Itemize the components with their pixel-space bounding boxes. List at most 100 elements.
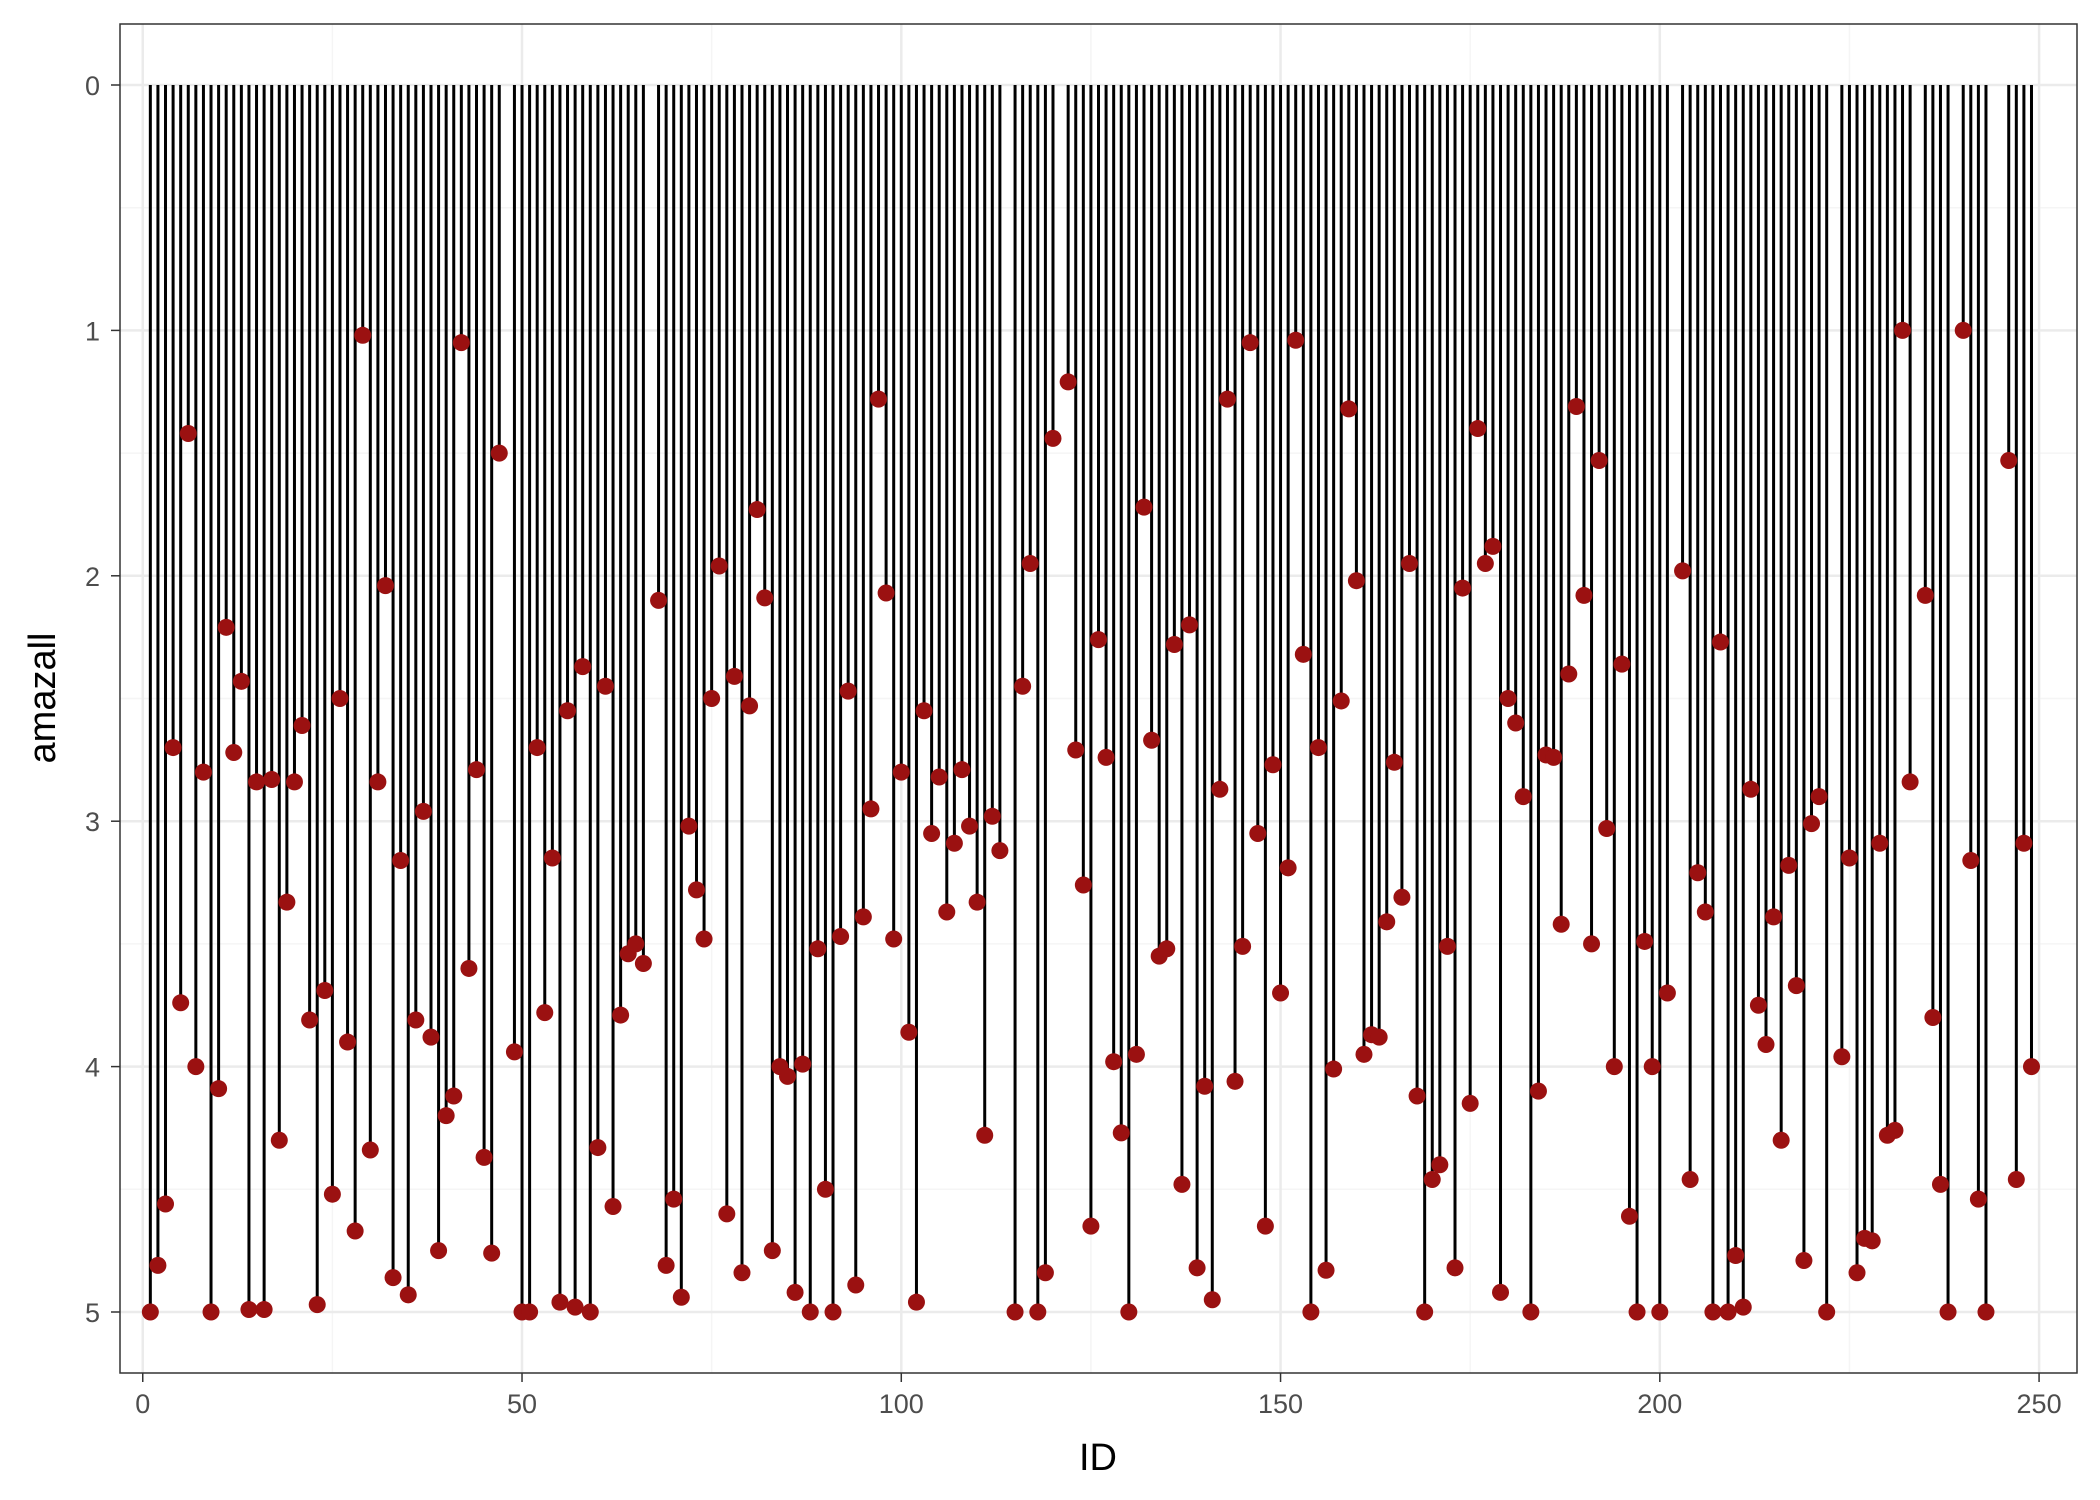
data-point [1014, 677, 1032, 695]
data-point [672, 1288, 690, 1306]
data-point [1347, 572, 1365, 590]
data-point [968, 893, 986, 911]
data-point [1249, 824, 1267, 842]
data-point [1158, 940, 1176, 958]
data-point [801, 1303, 819, 1321]
data-point [574, 658, 592, 676]
data-point [422, 1028, 440, 1046]
data-point [1962, 851, 1980, 869]
data-point [923, 824, 941, 842]
data-point [551, 1293, 569, 1311]
data-point [369, 773, 387, 791]
points [141, 321, 2040, 1321]
data-point [824, 1303, 842, 1321]
data-point [2022, 1058, 2040, 1076]
data-point [725, 667, 743, 685]
data-point [839, 682, 857, 700]
y-tick-label: 3 [85, 807, 100, 837]
data-point [665, 1190, 683, 1208]
data-point [1484, 537, 1502, 555]
data-point [596, 677, 614, 695]
data-point [1370, 1028, 1388, 1046]
data-point [604, 1197, 622, 1215]
data-point [687, 881, 705, 899]
data-point [164, 739, 182, 757]
data-point [1400, 555, 1418, 573]
data-point [1218, 390, 1236, 408]
data-point [1393, 888, 1411, 906]
data-point [1772, 1131, 1790, 1149]
data-point [263, 770, 281, 788]
data-point [1711, 633, 1729, 651]
data-point [1787, 977, 1805, 995]
data-point [1810, 788, 1828, 806]
y-tick-label: 1 [85, 316, 100, 346]
data-point [1431, 1156, 1449, 1174]
data-point [316, 982, 334, 1000]
data-point [1006, 1303, 1024, 1321]
data-point [331, 690, 349, 707]
data-point [217, 618, 235, 636]
data-point [1256, 1217, 1274, 1235]
data-point [1674, 562, 1692, 580]
data-point [900, 1023, 918, 1041]
data-point [1719, 1303, 1737, 1321]
data-point [1780, 856, 1798, 874]
data-point [1469, 420, 1487, 438]
data-point [293, 716, 311, 734]
data-point [1886, 1121, 1904, 1139]
data-point [194, 763, 212, 781]
data-point [741, 697, 759, 715]
data-point [885, 930, 903, 948]
data-point [1332, 692, 1350, 710]
data-point [961, 817, 979, 835]
data-point [384, 1269, 402, 1287]
data-point [1651, 1303, 1669, 1321]
data-point [1385, 753, 1403, 771]
data-point [1067, 741, 1085, 759]
y-tick-label: 0 [85, 71, 100, 101]
data-point [149, 1256, 167, 1274]
data-point [437, 1107, 455, 1125]
data-point [1605, 1058, 1623, 1076]
data-point [1476, 555, 1494, 573]
panel-border [119, 23, 2078, 1374]
data-point [2000, 451, 2018, 469]
data-point [301, 1011, 319, 1029]
y-tick-label: 2 [85, 562, 100, 592]
data-point [695, 930, 713, 948]
data-point [1681, 1170, 1699, 1188]
data-point [528, 739, 546, 757]
data-point [1317, 1261, 1335, 1279]
data-point [1749, 996, 1767, 1014]
data-point [1969, 1190, 1987, 1208]
data-point [1499, 690, 1517, 707]
data-point [650, 591, 668, 609]
data-point [232, 672, 250, 690]
data-point [1416, 1303, 1434, 1321]
data-point [1036, 1264, 1054, 1282]
stems [148, 85, 2033, 1312]
data-point [460, 959, 478, 977]
data-point [832, 928, 850, 946]
data-point [210, 1080, 228, 1098]
data-point [1567, 397, 1585, 415]
data-point [1165, 636, 1183, 654]
data-point [202, 1303, 220, 1321]
data-point [1954, 321, 1972, 339]
data-point [634, 955, 652, 973]
data-point [710, 557, 728, 575]
data-point [1507, 714, 1525, 732]
data-point [1272, 984, 1290, 1002]
data-point [1226, 1072, 1244, 1090]
data-point [1545, 748, 1563, 766]
x-tick-label: 150 [1258, 1389, 1303, 1419]
data-point [1833, 1048, 1851, 1066]
data-point [1127, 1045, 1145, 1063]
data-point [1795, 1251, 1813, 1269]
data-point [1181, 616, 1199, 634]
data-point [255, 1301, 273, 1319]
data-point [1636, 932, 1654, 950]
x-axis-title: ID [1079, 1437, 1117, 1479]
data-point [1727, 1247, 1745, 1265]
